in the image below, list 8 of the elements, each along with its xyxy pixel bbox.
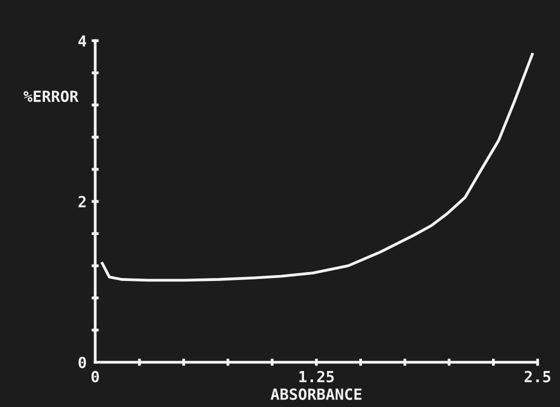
y-tick-label: 4 [78, 35, 86, 47]
x-tick-label: 2.5 [524, 370, 550, 382]
y-axis-title: %ERROR [24, 90, 79, 102]
x-axis-title: ABSORBANCE [270, 388, 362, 400]
y-tick-label: 0 [78, 356, 86, 368]
x-tick-label: 0 [92, 370, 99, 382]
x-tick-label: 1.25 [299, 370, 334, 382]
y-tick-label: 2 [78, 196, 86, 208]
